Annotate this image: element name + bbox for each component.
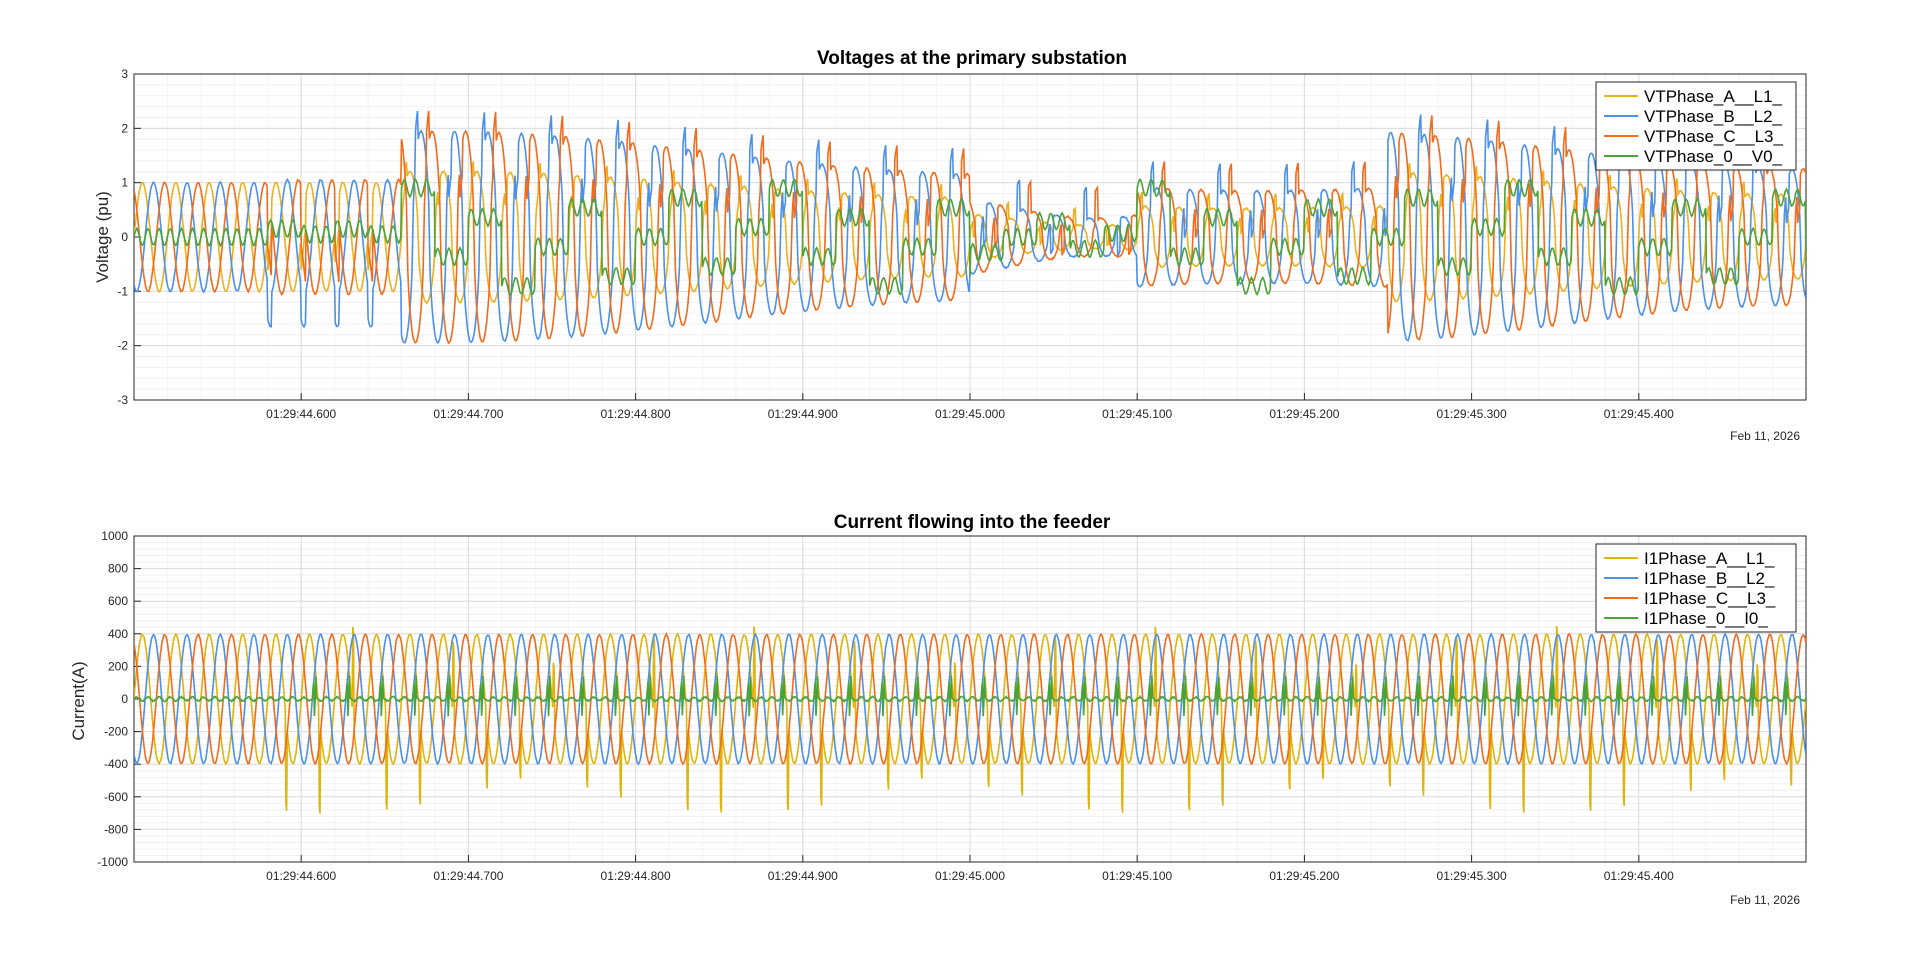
y-tick-label: 800 [108,562,128,576]
y-tick-label: -2 [117,339,128,353]
series-line-VTPhase_C__L3_ [134,110,1806,345]
legend-entry: I1Phase_C__L3_ [1644,589,1776,608]
y-axis-label: Current(A) [69,661,88,740]
y-tick-label: -3 [117,393,128,407]
y-tick-label: -600 [104,790,128,804]
legend-entry: VTPhase_B__L2_ [1644,107,1783,126]
legend: VTPhase_A__L1_VTPhase_B__L2_VTPhase_C__L… [1595,81,1797,171]
current-chart: Current flowing into the feeder Current(… [69,512,1807,907]
legend-entry: I1Phase_0__I0_ [1644,609,1768,628]
y-tick-label: 400 [108,627,128,641]
x-tick-label: 01:29:45.300 [1437,407,1507,421]
date-label: Feb 11, 2026 [1730,893,1800,907]
x-tick-label: 01:29:44.800 [601,869,671,883]
y-tick-label: 200 [108,659,128,673]
y-tick-label: -1 [117,284,128,298]
legend-entry: I1Phase_B__L2_ [1644,569,1775,588]
x-tick-label: 01:29:44.600 [266,407,336,421]
x-tick-label: 01:29:44.900 [768,407,838,421]
x-tick-label: 01:29:45.000 [935,407,1005,421]
x-tick-label: 01:29:45.200 [1269,869,1339,883]
series-line-I1Phase_0__I0_ [134,675,1806,717]
y-tick-label: 1 [121,176,128,190]
y-tick-label: -200 [104,725,128,739]
legend: I1Phase_A__L1_I1Phase_B__L2_I1Phase_C__L… [1595,543,1797,633]
legend-entry: VTPhase_A__L1_ [1644,87,1783,106]
chart-title: Voltages at the primary substation [817,48,1127,69]
y-tick-label: -800 [104,822,128,836]
y-tick-label: -400 [104,757,128,771]
date-label: Feb 11, 2026 [1730,429,1800,443]
legend-entry: VTPhase_C__L3_ [1644,127,1783,146]
x-tick-label: 01:29:45.400 [1604,869,1674,883]
x-tick-label: 01:29:45.400 [1604,407,1674,421]
legend-entry: VTPhase_0__V0_ [1644,147,1783,166]
x-tick-label: 01:29:45.000 [935,869,1005,883]
x-tick-label: 01:29:45.300 [1437,869,1507,883]
voltage-chart: Voltages at the primary substation Volta… [93,48,1807,443]
y-axis-label: Voltage (pu) [93,191,112,283]
x-tick-label: 01:29:44.800 [601,407,671,421]
x-tick-label: 01:29:44.900 [768,869,838,883]
y-tick-label: 2 [121,121,128,135]
y-tick-label: 0 [121,692,128,706]
series-line-VTPhase_0__V0_ [134,177,1806,297]
y-tick-label: 1000 [101,529,128,543]
x-tick-label: 01:29:44.700 [433,407,503,421]
chart-title: Current flowing into the feeder [834,512,1111,533]
x-tick-label: 01:29:44.600 [266,869,336,883]
y-tick-label: 600 [108,594,128,608]
y-tick-label: 3 [121,67,128,81]
x-tick-label: 01:29:45.200 [1269,407,1339,421]
series-group [134,110,1806,345]
legend-entry: I1Phase_A__L1_ [1644,549,1775,568]
x-tick-label: 01:29:45.100 [1102,407,1172,421]
y-tick-label: -1000 [97,855,128,869]
y-tick-label: 0 [121,230,128,244]
x-tick-label: 01:29:45.100 [1102,869,1172,883]
x-tick-label: 01:29:44.700 [433,869,503,883]
series-group [134,625,1806,814]
